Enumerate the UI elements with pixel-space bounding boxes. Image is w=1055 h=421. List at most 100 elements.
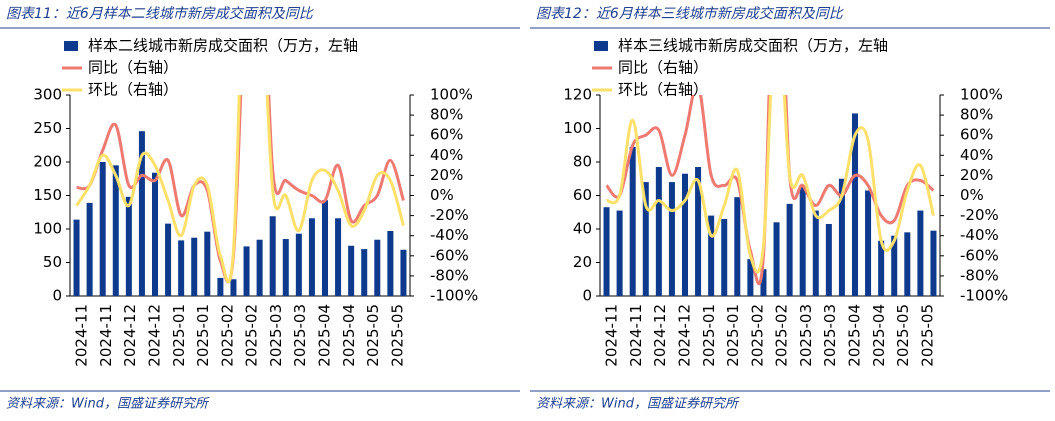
bar xyxy=(138,131,145,296)
x-tick-label: 2024-12 xyxy=(651,304,669,367)
bar xyxy=(917,210,924,296)
bar xyxy=(655,167,662,296)
y-tick-label: 80 xyxy=(573,153,592,171)
x-tick-label: 2025-03 xyxy=(267,304,285,367)
bar xyxy=(708,215,715,296)
y-tick-label: 0 xyxy=(52,287,62,305)
x-tick-label: 2024-11 xyxy=(603,304,621,367)
x-tick-label: 2024-11 xyxy=(97,304,115,367)
y2-tick-label: -60% xyxy=(430,246,469,264)
legend-label: 样本二线城市新房成交面积（万方，左轴 xyxy=(88,37,358,55)
bar xyxy=(125,196,132,296)
y2-tick-label: -40% xyxy=(960,226,999,244)
chart-panel: 图表11：近6月样本二线城市新房成交面积及同比资料来源：Wind，国盛证券研究所… xyxy=(0,6,520,412)
chart-panel: 图表12：近6月样本三线城市新房成交面积及同比资料来源：Wind，国盛证券研究所… xyxy=(530,6,1050,412)
y-tick-label: 200 xyxy=(33,153,62,171)
y2-tick-label: 20% xyxy=(430,166,463,184)
bar xyxy=(165,223,172,296)
y2-tick-label: 0% xyxy=(430,186,454,204)
bar xyxy=(348,245,355,296)
x-tick-label: 2025-04 xyxy=(316,304,334,367)
y-tick-label: 0 xyxy=(582,287,592,305)
y2-tick-label: 100% xyxy=(960,86,1003,104)
legend-swatch xyxy=(64,41,78,51)
bar xyxy=(99,162,106,296)
x-tick-label: 2025-05 xyxy=(364,304,382,367)
y2-tick-label: 40% xyxy=(960,146,993,164)
legend-label: 环比（右轴） xyxy=(88,81,178,99)
y2-tick-label: -80% xyxy=(960,266,999,284)
bar xyxy=(878,240,885,296)
bar xyxy=(734,197,741,296)
y-tick-label: 100 xyxy=(33,220,62,238)
bar xyxy=(681,173,689,296)
x-tick-label: 2024-12 xyxy=(146,304,164,367)
bar xyxy=(230,279,237,296)
bar xyxy=(361,249,368,296)
x-tick-label: 2025-02 xyxy=(218,304,236,367)
x-tick-label: 2025-03 xyxy=(821,304,839,367)
bar xyxy=(786,203,793,296)
y-tick-label: 50 xyxy=(43,253,62,271)
bar xyxy=(668,182,675,296)
x-tick-label: 2025-05 xyxy=(918,304,936,367)
legend-label: 同比（右轴） xyxy=(618,59,708,77)
y2-tick-label: 0% xyxy=(960,186,984,204)
bar xyxy=(603,207,610,296)
y2-tick-label: 80% xyxy=(430,106,463,124)
bar xyxy=(930,230,937,296)
bar xyxy=(891,235,898,296)
y2-tick-label: -60% xyxy=(960,246,999,264)
chart-title: 图表12：近6月样本三线城市新房成交面积及同比 xyxy=(536,6,845,22)
legend-label: 环比（右轴） xyxy=(618,81,708,99)
y2-tick-label: 60% xyxy=(430,126,463,144)
bar xyxy=(695,167,702,296)
bar xyxy=(269,216,276,296)
chart-title: 图表11：近6月样本二线城市新房成交面积及同比 xyxy=(6,6,315,22)
x-tick-label: 2025-05 xyxy=(388,304,406,367)
bar xyxy=(191,237,198,296)
line xyxy=(606,95,935,274)
x-tick-label: 2025-01 xyxy=(700,304,718,367)
bar xyxy=(73,219,80,296)
y2-tick-label: -80% xyxy=(430,266,469,284)
line xyxy=(605,95,935,286)
bar xyxy=(400,249,407,296)
x-tick-label: 2025-01 xyxy=(194,304,212,367)
y2-tick-label: 20% xyxy=(960,166,993,184)
x-tick-label: 2024-11 xyxy=(627,304,645,367)
y-tick-label: 100 xyxy=(563,119,592,137)
bar xyxy=(151,172,159,296)
x-tick-label: 2025-04 xyxy=(870,304,888,367)
y2-tick-label: 60% xyxy=(960,126,993,144)
line xyxy=(75,95,405,284)
legend-label: 样本三线城市新房成交面积（万方，左轴 xyxy=(618,37,888,55)
bar xyxy=(374,239,381,296)
y2-tick-label: -100% xyxy=(960,287,1008,305)
x-tick-label: 2025-03 xyxy=(291,304,309,367)
y2-tick-label: -20% xyxy=(960,206,999,224)
bar xyxy=(256,239,263,296)
bar xyxy=(308,218,315,296)
x-tick-label: 2024-12 xyxy=(676,304,694,367)
y2-tick-label: -20% xyxy=(430,206,469,224)
y-tick-label: 20 xyxy=(573,253,592,271)
source: 资料来源：Wind，国盛证券研究所 xyxy=(6,396,210,412)
legend-label: 同比（右轴） xyxy=(88,59,178,77)
x-tick-label: 2025-02 xyxy=(243,304,261,367)
bar xyxy=(851,113,859,296)
bar xyxy=(178,240,185,296)
x-tick-label: 2025-02 xyxy=(773,304,791,367)
y2-tick-label: 80% xyxy=(960,106,993,124)
y2-tick-label: 40% xyxy=(430,146,463,164)
y-tick-label: 150 xyxy=(33,186,62,204)
bar xyxy=(204,231,211,296)
y-tick-label: 60 xyxy=(573,186,592,204)
source: 资料来源：Wind，国盛证券研究所 xyxy=(536,396,740,412)
bar xyxy=(865,190,872,296)
x-tick-label: 2025-05 xyxy=(894,304,912,367)
bar xyxy=(642,182,649,296)
bar xyxy=(295,233,302,296)
y2-tick-label: 100% xyxy=(430,86,473,104)
